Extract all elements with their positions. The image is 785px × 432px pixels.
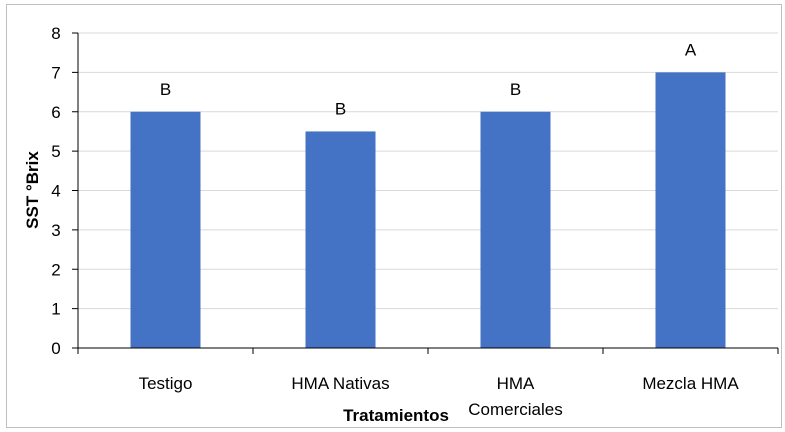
x-axis-label: Tratamientos [343,406,449,425]
y-tick-label-4: 4 [51,182,60,201]
x-tick-labels: Testigo HMA Nativas HMA Comerciales Mezcla H… [139,374,740,419]
bar-3 [655,72,726,348]
data-labels: B B B A [160,40,697,118]
axes [72,32,779,354]
x-tick-label-2-line-0: HMA [497,374,535,393]
bars [130,72,726,348]
x-tick-label-2-line-1: Comerciales [468,400,562,419]
y-tick-label-3: 3 [51,221,60,240]
y-tick-label-8: 8 [51,24,60,43]
y-tick-label-1: 1 [51,300,60,319]
bar-0 [130,111,201,348]
y-tick-label-7: 7 [51,63,60,82]
data-label-0: B [160,80,171,99]
y-tick-label-5: 5 [51,142,60,161]
x-tick-label-0: Testigo [139,374,193,393]
y-tick-label-6: 6 [51,103,60,122]
y-tick-labels: 0 1 2 3 4 5 6 7 8 [51,24,60,358]
y-axis-label: SST °Brix [23,151,42,229]
y-tick-label-2: 2 [51,260,60,279]
x-tick-label-1: HMA Nativas [291,374,389,393]
bar-2 [480,111,551,348]
bar-1 [305,131,376,348]
x-tick-label-3: Mezcla HMA [642,374,739,393]
y-tick-label-0: 0 [51,339,60,358]
data-label-1: B [335,99,346,118]
data-label-2: B [510,80,521,99]
data-label-3: A [685,40,697,59]
